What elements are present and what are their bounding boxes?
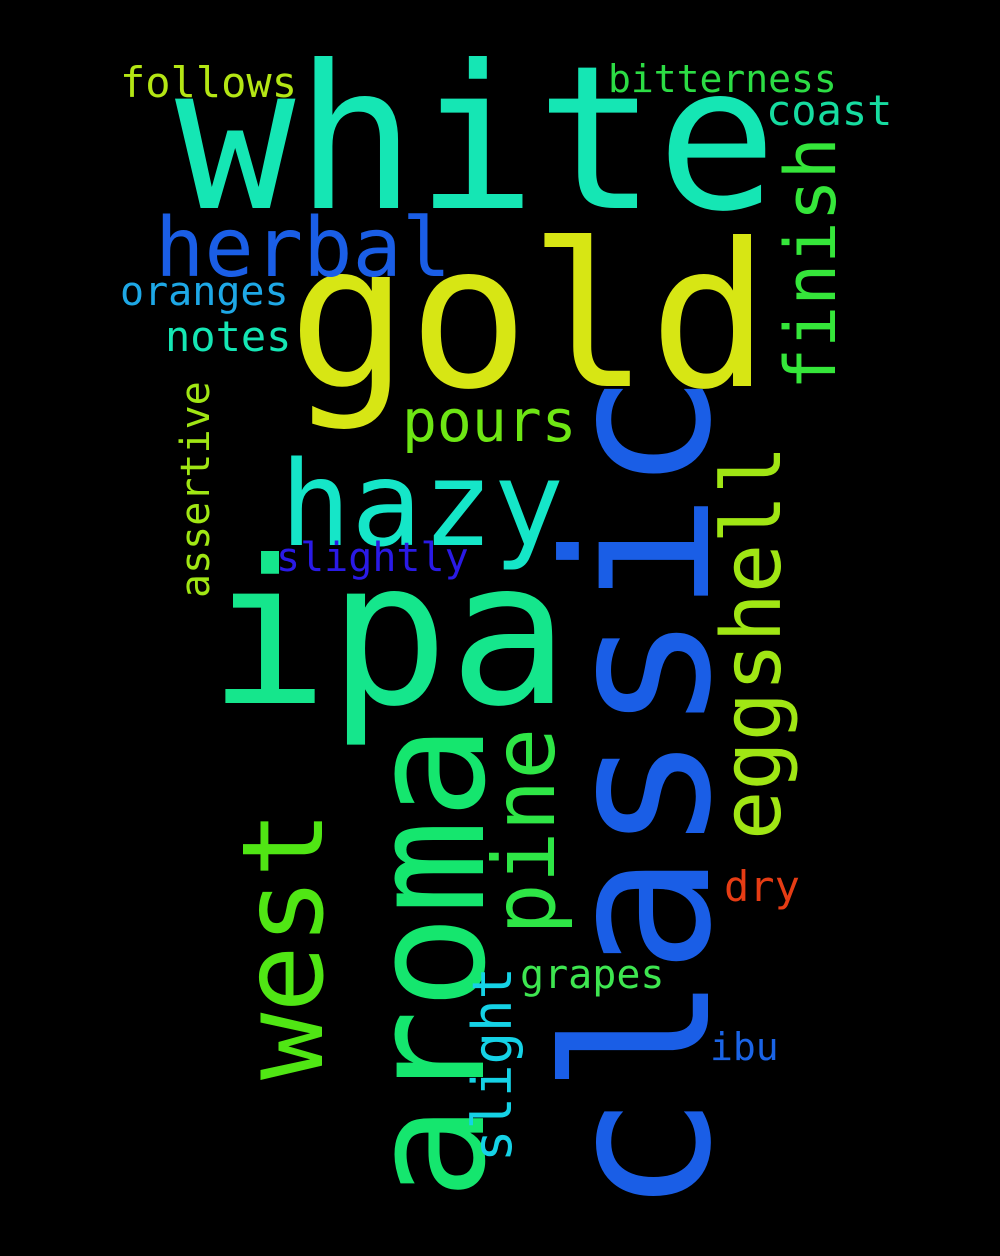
word-herbal: herbal [155, 201, 452, 296]
word-finish: finish [770, 137, 852, 390]
word-eggshell: eggshell [705, 445, 800, 840]
word-follows: follows [120, 58, 298, 107]
word-slight: slight [461, 966, 524, 1162]
word-pours: pours [402, 387, 577, 455]
word-dry: dry [724, 862, 800, 911]
word-gold: gold [288, 201, 770, 434]
word-white: white [175, 23, 778, 256]
word-notes: notes [165, 312, 292, 361]
word-bitterness: bitterness [608, 57, 837, 101]
word-grapes: grapes [520, 952, 665, 998]
word-pine: pine [475, 727, 575, 935]
word-ipa: ipa [208, 518, 570, 751]
word-west: west [219, 810, 349, 1080]
word-oranges: oranges [120, 269, 289, 315]
word-ibu: ibu [710, 1025, 779, 1069]
word-slightly: slightly [276, 535, 469, 581]
word-coast: coast [766, 86, 893, 135]
word-hazy: hazy [280, 435, 565, 573]
